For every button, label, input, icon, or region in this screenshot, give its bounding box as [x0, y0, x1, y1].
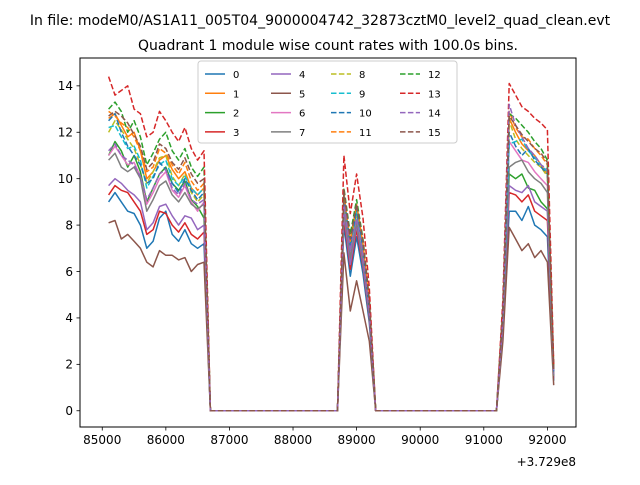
x-tick-label: 85000: [83, 433, 121, 447]
legend-label-0: 0: [233, 70, 239, 81]
x-axis-offset-label: +3.729e8: [517, 455, 576, 469]
legend-label-9: 9: [359, 89, 365, 100]
y-tick-label: 4: [65, 311, 73, 325]
y-tick-label: 2: [65, 358, 73, 372]
y-tick-label: 12: [58, 126, 73, 140]
x-tick-label: 92000: [528, 433, 566, 447]
series-line-15: [108, 110, 555, 412]
legend-label-5: 5: [299, 89, 305, 100]
x-tick-label: 88000: [274, 433, 312, 447]
figure-suptitle: In file: modeM0/AS1A11_005T04_9000004742…: [30, 13, 611, 29]
legend-box: [197, 60, 458, 144]
legend-label-1: 1: [233, 89, 239, 100]
chart-title: Quadrant 1 module wise count rates with …: [138, 38, 518, 54]
legend-label-12: 12: [428, 70, 441, 81]
x-tick-label: 86000: [147, 433, 185, 447]
legend-label-3: 3: [233, 128, 239, 139]
legend-label-13: 13: [428, 89, 441, 100]
x-tick-label: 90000: [401, 433, 439, 447]
y-axis: 0 2 4 6 8 10 12 14: [58, 79, 80, 418]
x-tick-label: 89000: [338, 433, 376, 447]
legend-label-2: 2: [233, 109, 239, 120]
legend-label-6: 6: [299, 109, 305, 120]
x-tick-label: 91000: [465, 433, 503, 447]
legend-label-14: 14: [428, 109, 441, 120]
x-tick-label: 87000: [210, 433, 248, 447]
y-tick-label: 8: [65, 218, 73, 232]
plot-lines: [107, 76, 555, 412]
y-tick-label: 10: [58, 172, 73, 186]
y-tick-label: 0: [65, 404, 73, 418]
legend-label-4: 4: [299, 70, 305, 81]
legend-label-8: 8: [359, 70, 365, 81]
axes-frame: [79, 57, 577, 428]
legend-label-15: 15: [428, 128, 441, 139]
legend-label-7: 7: [299, 128, 305, 139]
legend-label-10: 10: [359, 109, 372, 120]
legend-label-11: 11: [359, 128, 372, 139]
x-axis: 85000 86000 87000 88000 89000 90000 91000 92000: [83, 427, 566, 447]
y-tick-label: 14: [58, 79, 73, 93]
y-tick-label: 6: [65, 265, 73, 279]
